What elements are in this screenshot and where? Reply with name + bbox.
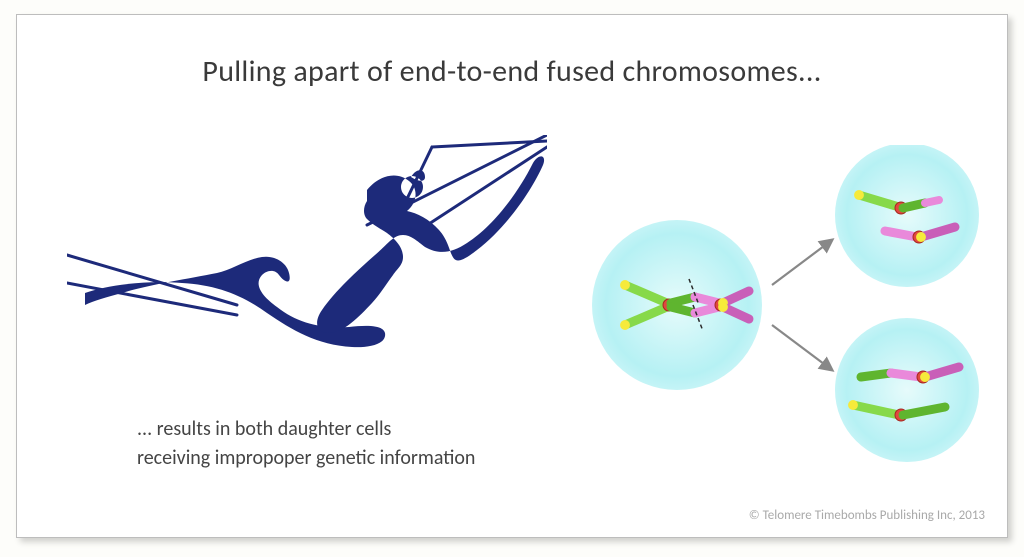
cells-svg [577,145,997,475]
trapeze-svg [67,135,547,395]
copyright-text: © Telomere Timebombs Publishing Inc, 201… [749,508,985,523]
diagram-title: Pulling apart of end-to-end fused chromo… [17,53,1007,90]
diagram-frame: { "type": "infographic", "title": "Pulli… [16,14,1008,538]
diagram-subtitle: ... results in both daughter cells recei… [137,415,475,473]
subtitle-line-2: receiving impropoper genetic information [137,446,475,470]
trapeze-illustration [67,135,547,395]
subtitle-line-1: ... results in both daughter cells [137,417,391,441]
cell-diagram [577,145,997,475]
page-root: { "type": "infographic", "title": "Pulli… [0,0,1024,557]
